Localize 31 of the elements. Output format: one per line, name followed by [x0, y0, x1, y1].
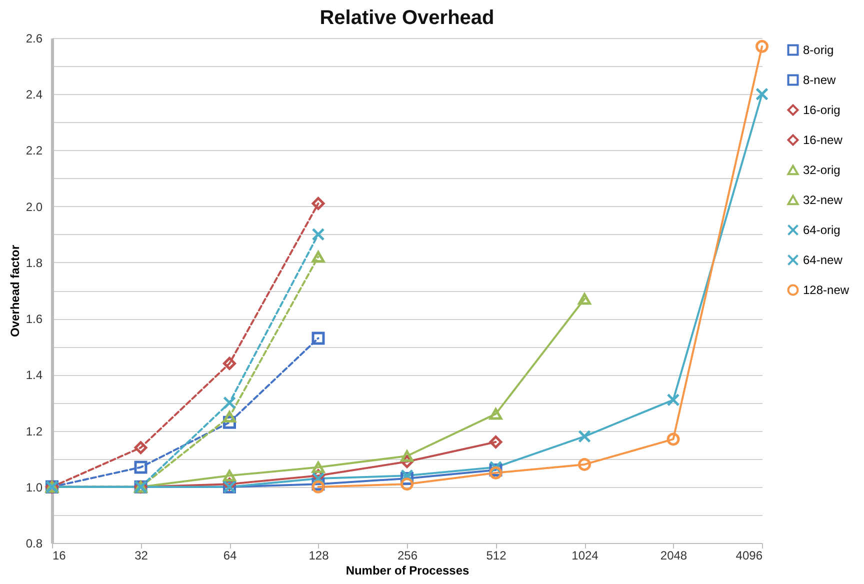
legend-label: 64-orig: [803, 223, 840, 237]
y-tick-label: 2.0: [26, 200, 43, 214]
y-tick-label: 1.0: [26, 480, 43, 494]
y-tick-label: 0.8: [26, 536, 43, 550]
y-axis-title: Overhead factor: [8, 244, 22, 338]
x-tick-label: 4096: [736, 548, 763, 562]
x-tick-label: 256: [397, 548, 418, 562]
y-tick-label: 1.8: [26, 256, 43, 270]
x-tick-label: 64: [223, 548, 237, 562]
legend-label: 16-orig: [803, 103, 840, 117]
x-tick-label: 1024: [572, 548, 599, 562]
chart-title: Relative Overhead: [320, 7, 494, 29]
x-axis-title: Number of Processes: [346, 564, 470, 578]
y-tick-label: 1.4: [26, 368, 43, 382]
legend-label: 128-new: [803, 283, 850, 297]
y-tick-label: 2.6: [26, 32, 43, 46]
legend-label: 64-new: [803, 253, 843, 267]
y-tick-label: 2.4: [26, 88, 43, 102]
y-tick-label: 1.6: [26, 312, 43, 326]
x-tick-label: 32: [134, 548, 148, 562]
legend-label: 8-orig: [803, 43, 834, 57]
x-tick-label: 2048: [660, 548, 688, 562]
legend-label: 8-new: [803, 73, 836, 87]
x-tick-label: 512: [486, 548, 507, 562]
legend-label: 16-new: [803, 133, 843, 147]
y-tick-label: 1.2: [26, 424, 43, 438]
legend-label: 32-new: [803, 193, 843, 207]
legend-label: 32-orig: [803, 163, 840, 177]
x-tick-label: 128: [308, 548, 330, 562]
x-tick-label: 16: [52, 548, 66, 562]
y-tick-label: 2.2: [26, 144, 43, 158]
